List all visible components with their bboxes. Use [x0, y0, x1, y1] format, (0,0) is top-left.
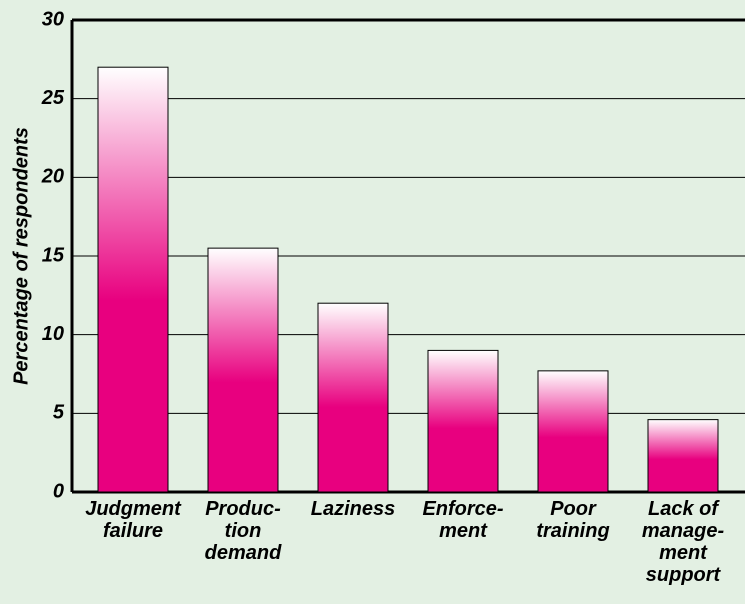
bar: [97, 66, 169, 493]
y-tick-label: 5: [53, 402, 65, 424]
y-tick-label: 30: [42, 8, 64, 30]
x-tick-label: Poor training: [536, 498, 610, 542]
y-tick-label: 20: [41, 166, 64, 188]
y-tick-label: 25: [41, 87, 65, 109]
bar: [207, 247, 279, 493]
bar: [317, 302, 389, 493]
bar: [647, 419, 719, 493]
bar: [427, 349, 499, 493]
x-tick-label: Judgment failure: [85, 498, 181, 542]
y-tick-label: 0: [53, 480, 64, 502]
y-tick-label: 10: [42, 323, 64, 345]
y-axis-label: Percentage of respondents: [10, 127, 32, 385]
y-tick-label: 15: [42, 244, 65, 266]
x-tick-label: Produc- tion demand: [204, 498, 282, 564]
x-tick-label: Laziness: [310, 498, 396, 520]
bar: [537, 370, 609, 493]
x-tick-label: Enforce- ment: [422, 498, 504, 542]
x-tick-label: Lack of manage- ment support: [641, 498, 725, 586]
